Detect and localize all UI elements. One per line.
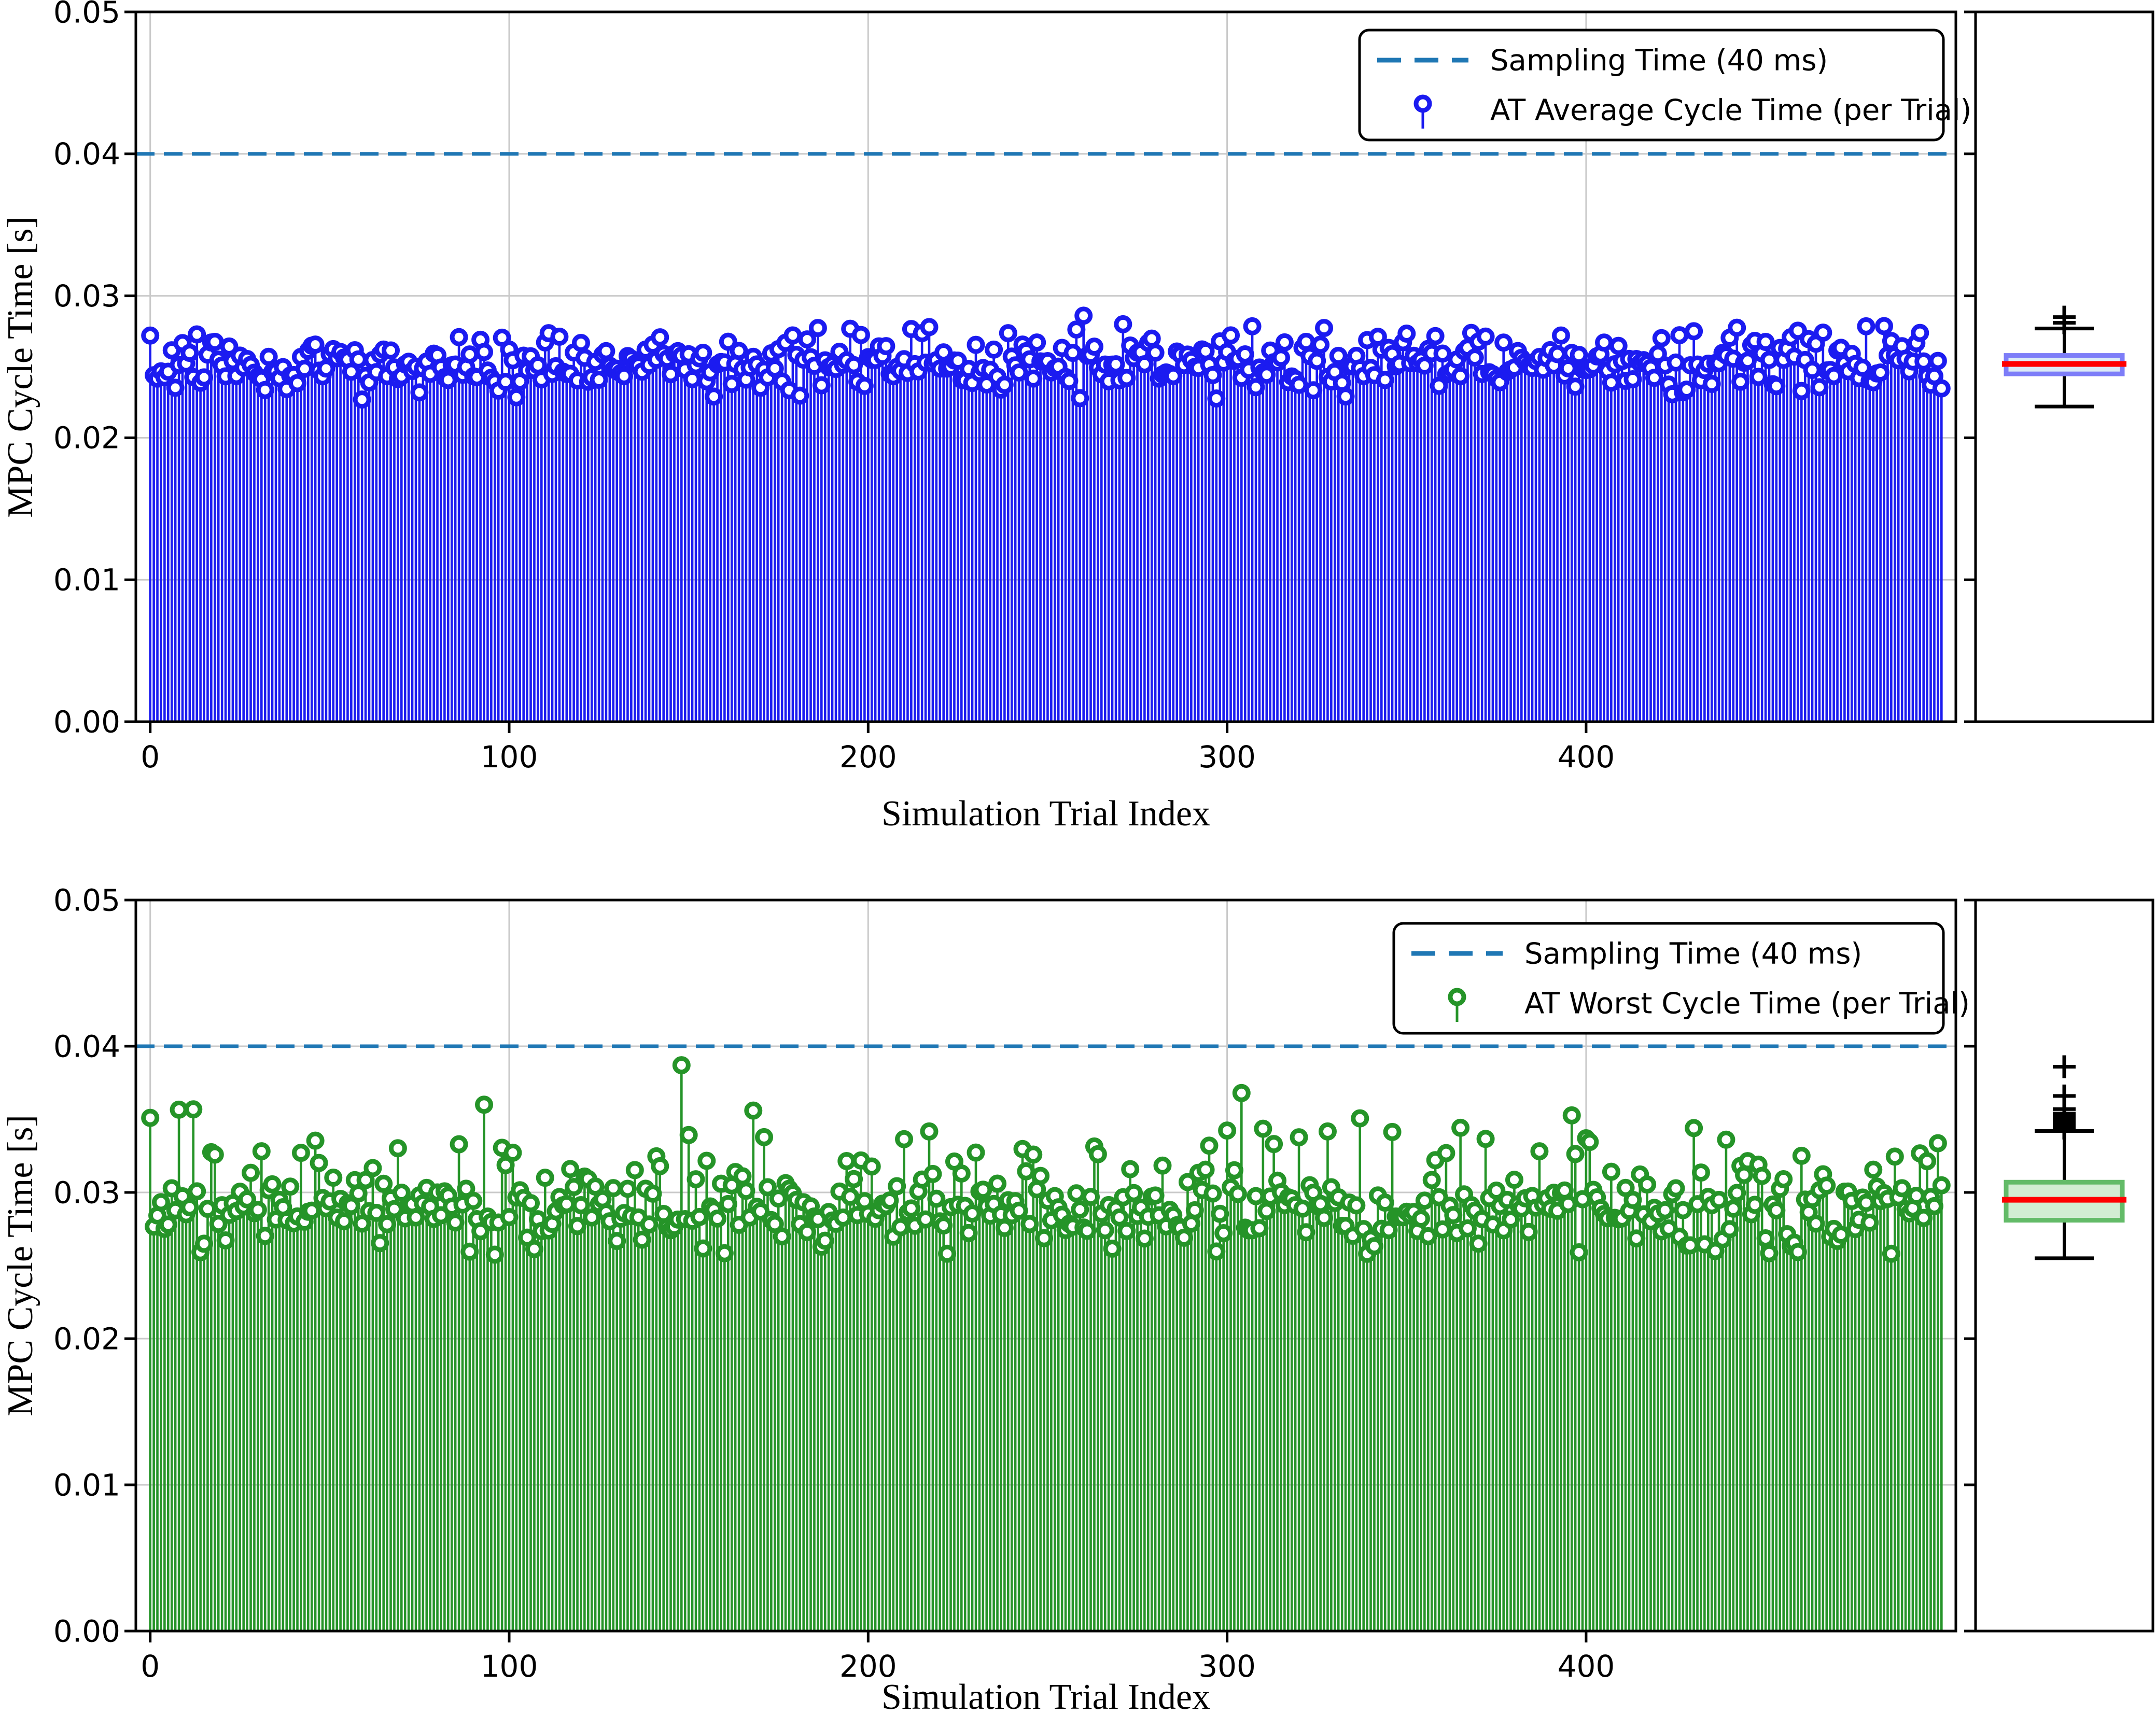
legend-label-sampling-time: Sampling Time (40 ms) (1490, 44, 1828, 78)
y-tick-label: 0.02 (53, 1321, 120, 1356)
chart-area-generated: 0.00 0.01 0.02 0.03 0.04 0.05 0 100 200 300 400 (53, 882, 2154, 1684)
boxplot-panel (1964, 898, 2154, 1633)
y-tick-label: 0.03 (53, 1175, 120, 1210)
stem-markers (141, 306, 1951, 409)
y-tick-label: 0.01 (53, 563, 120, 598)
boxplot-frame (1974, 10, 2154, 723)
x-tick-label: 300 (1198, 1649, 1256, 1684)
x-axis-label: Simulation Trial Index (881, 1677, 1210, 1714)
legend-frame (1358, 29, 1945, 142)
x-axis-label: Simulation Trial Index (881, 794, 1210, 834)
y-axis-label: MPC Cycle Time [s] (1, 216, 40, 518)
y-tick-label: 0.05 (53, 882, 120, 918)
y-tick-label: 0.02 (53, 420, 120, 456)
y-tick-label: 0.04 (53, 1029, 120, 1064)
stem-lines (149, 315, 1943, 722)
y-tick-labels: 0.00 0.01 0.02 0.03 0.04 0.05 (53, 0, 120, 739)
stem-markers (141, 1056, 1951, 1264)
y-tick-label: 0.04 (53, 136, 120, 172)
y-tick-label: 0.00 (53, 704, 120, 739)
boxplot-frame (1974, 898, 2154, 1633)
axes-frame (134, 898, 1957, 1633)
x-tick-label: 100 (481, 739, 538, 775)
x-tick-label: 400 (1558, 739, 1615, 775)
x-tick-label: 300 (1198, 739, 1256, 775)
y-tick-label: 0.03 (53, 278, 120, 314)
x-tick-label: 200 (839, 1649, 897, 1684)
boxplot-panel (1964, 10, 2154, 723)
legend: Sampling Time (40 ms) AT Worst Cycle Tim… (1392, 922, 1970, 1035)
legend-label-series: AT Worst Cycle Time (per Trial) (1524, 987, 1970, 1021)
y-tick-labels: 0.00 0.01 0.02 0.03 0.04 0.05 (53, 882, 120, 1649)
x-tick-label: 200 (839, 739, 897, 775)
subplot-worst-cycle-time: 0.00 0.01 0.02 0.03 0.04 0.05 0 100 200 300 400 MP… (1, 882, 2154, 1714)
x-tick-labels: 0 100 200 300 400 (141, 1649, 1615, 1684)
subplot-average-cycle-time: 0.00 0.01 0.02 0.03 0.04 0.05 0 100 200 300 400 MP… (1, 0, 2154, 834)
legend-label-sampling-time: Sampling Time (40 ms) (1524, 937, 1862, 971)
legend-label-series: AT Average Cycle Time (per Trial) (1490, 94, 1971, 128)
flier-markers (2053, 305, 2076, 334)
axes-frame (134, 10, 1957, 723)
axis-ticks (124, 10, 1588, 733)
y-tick-label: 0.05 (53, 0, 120, 30)
x-tick-label: 0 (141, 1649, 160, 1684)
y-tick-label: 0.01 (53, 1467, 120, 1502)
y-axis-label: MPC Cycle Time [s] (1, 1115, 40, 1416)
legend-stem-marker-sample (1448, 988, 1466, 1022)
axis-ticks (124, 898, 1588, 1642)
legend-frame (1392, 922, 1945, 1035)
x-tick-labels: 0 100 200 300 400 (141, 739, 1615, 775)
x-tick-label: 100 (481, 1649, 538, 1684)
x-tick-label: 0 (141, 739, 160, 775)
legend-stem-marker-sample (1413, 94, 1432, 129)
flier-markers (2053, 1055, 2076, 1140)
y-tick-label: 0.00 (53, 1613, 120, 1649)
stem-lines (149, 1065, 1943, 1631)
chart-area-generated: 0.00 0.01 0.02 0.03 0.04 0.05 0 100 200 300 400 (53, 0, 2154, 775)
legend: Sampling Time (40 ms) AT Average Cycle T… (1358, 29, 1971, 142)
x-tick-label: 400 (1558, 1649, 1615, 1684)
